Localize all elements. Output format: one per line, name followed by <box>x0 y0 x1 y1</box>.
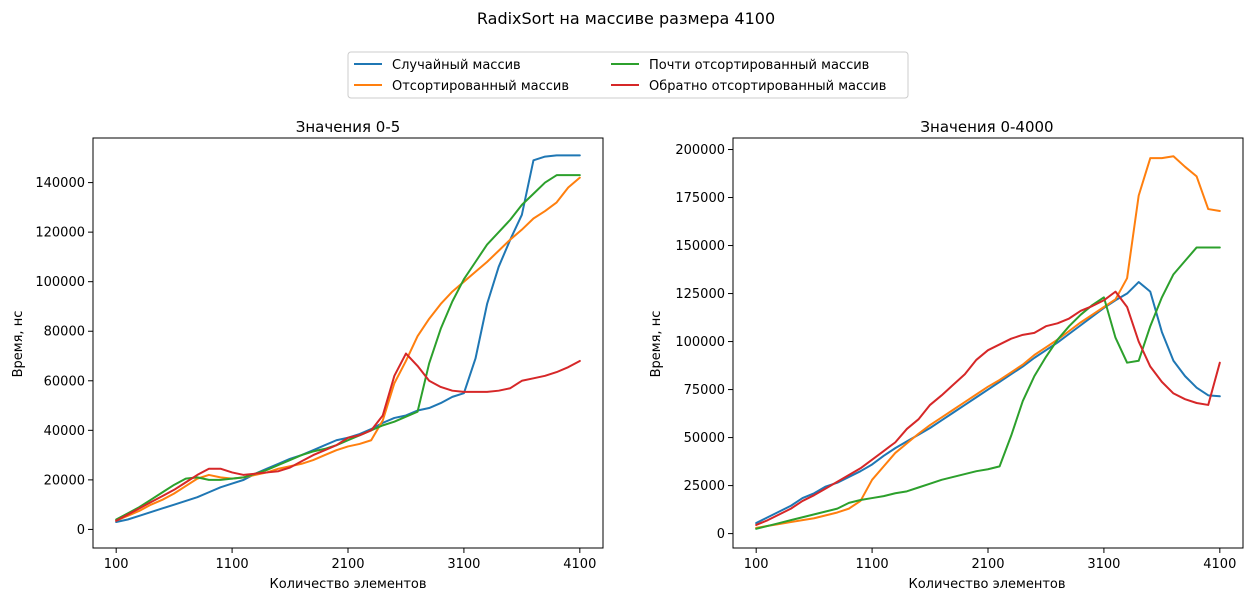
y-tick-label: 100000 <box>35 275 85 290</box>
figure-title: RadixSort на массиве размера 4100 <box>477 9 775 28</box>
y-tick-label: 0 <box>77 523 85 538</box>
x-tick-label: 2100 <box>331 557 364 572</box>
legend-entry-reverse-sorted: Обратно отсортированный массив <box>611 79 886 94</box>
y-tick-label: 125000 <box>675 287 725 302</box>
legend-entry-sorted: Отсортированный массив <box>354 79 569 94</box>
legend-entry-almost-sorted: Почти отсортированный массив <box>611 58 869 73</box>
series-lines <box>115 154 581 523</box>
legend-label-sorted: Отсортированный массив <box>392 79 569 94</box>
subplot-title: Значения 0-5 <box>296 118 401 136</box>
series-lines <box>755 155 1221 530</box>
x-tick-label: 100 <box>744 557 769 572</box>
y-tick-label: 80000 <box>44 325 85 340</box>
x-axis-label: Количество элементов <box>908 577 1065 592</box>
x-axis-label: Количество элементов <box>269 577 426 592</box>
series-line-sorted <box>755 155 1221 529</box>
y-tick-label: 120000 <box>35 226 85 241</box>
x-tick-label: 2100 <box>971 557 1004 572</box>
legend-frame <box>347 51 909 99</box>
plot-frame <box>92 137 604 549</box>
x-tick-label: 3100 <box>1087 557 1120 572</box>
x-tick-label: 3100 <box>447 557 480 572</box>
x-tick-label: 4100 <box>563 557 596 572</box>
y-tick-label: 40000 <box>44 424 85 439</box>
y-tick-label: 140000 <box>35 176 85 191</box>
y-tick-label: 175000 <box>675 191 725 206</box>
legend-label-reverse-sorted: Обратно отсортированный массив <box>649 79 886 94</box>
legend: Случайный массив Отсортированный массив … <box>347 51 909 99</box>
legend-entry-random: Случайный массив <box>354 58 521 73</box>
legend-label-random: Случайный массив <box>392 58 521 73</box>
y-tick-label: 100000 <box>675 335 725 350</box>
y-ticks: 0 20000 40000 60000 80000 100000 120000 140000 <box>35 176 93 538</box>
series-line-reverse-sorted <box>755 290 1221 526</box>
subplot-values-0-5: Значения 0-5 Количество элементов Время,… <box>11 118 604 592</box>
y-tick-label: 75000 <box>684 383 725 398</box>
subplot-title: Значения 0-4000 <box>920 118 1053 136</box>
x-tick-label: 100 <box>104 557 129 572</box>
x-tick-label: 1100 <box>216 557 249 572</box>
x-ticks: 100 1100 2100 3100 4100 <box>744 548 1236 572</box>
x-ticks: 100 1100 2100 3100 4100 <box>104 548 596 572</box>
y-tick-label: 0 <box>717 527 725 542</box>
y-tick-label: 200000 <box>675 143 725 158</box>
legend-label-almost-sorted: Почти отсортированный массив <box>649 58 869 73</box>
series-line-sorted <box>115 176 581 522</box>
series-line-reverse-sorted <box>115 352 581 522</box>
y-tick-label: 25000 <box>684 479 725 494</box>
subplot-values-0-4000: Значения 0-4000 Количество элементов Вре… <box>649 118 1244 592</box>
y-ticks: 0 25000 50000 75000 100000 125000 150000 175000… <box>675 143 733 542</box>
y-tick-label: 50000 <box>684 431 725 446</box>
x-tick-label: 4100 <box>1203 557 1236 572</box>
plot-frame <box>732 137 1244 549</box>
y-tick-label: 60000 <box>44 374 85 389</box>
y-axis-label: Время, нс <box>649 311 664 378</box>
x-tick-label: 1100 <box>856 557 889 572</box>
y-tick-label: 150000 <box>675 239 725 254</box>
y-tick-label: 20000 <box>44 473 85 488</box>
y-axis-label: Время, нс <box>11 311 26 378</box>
